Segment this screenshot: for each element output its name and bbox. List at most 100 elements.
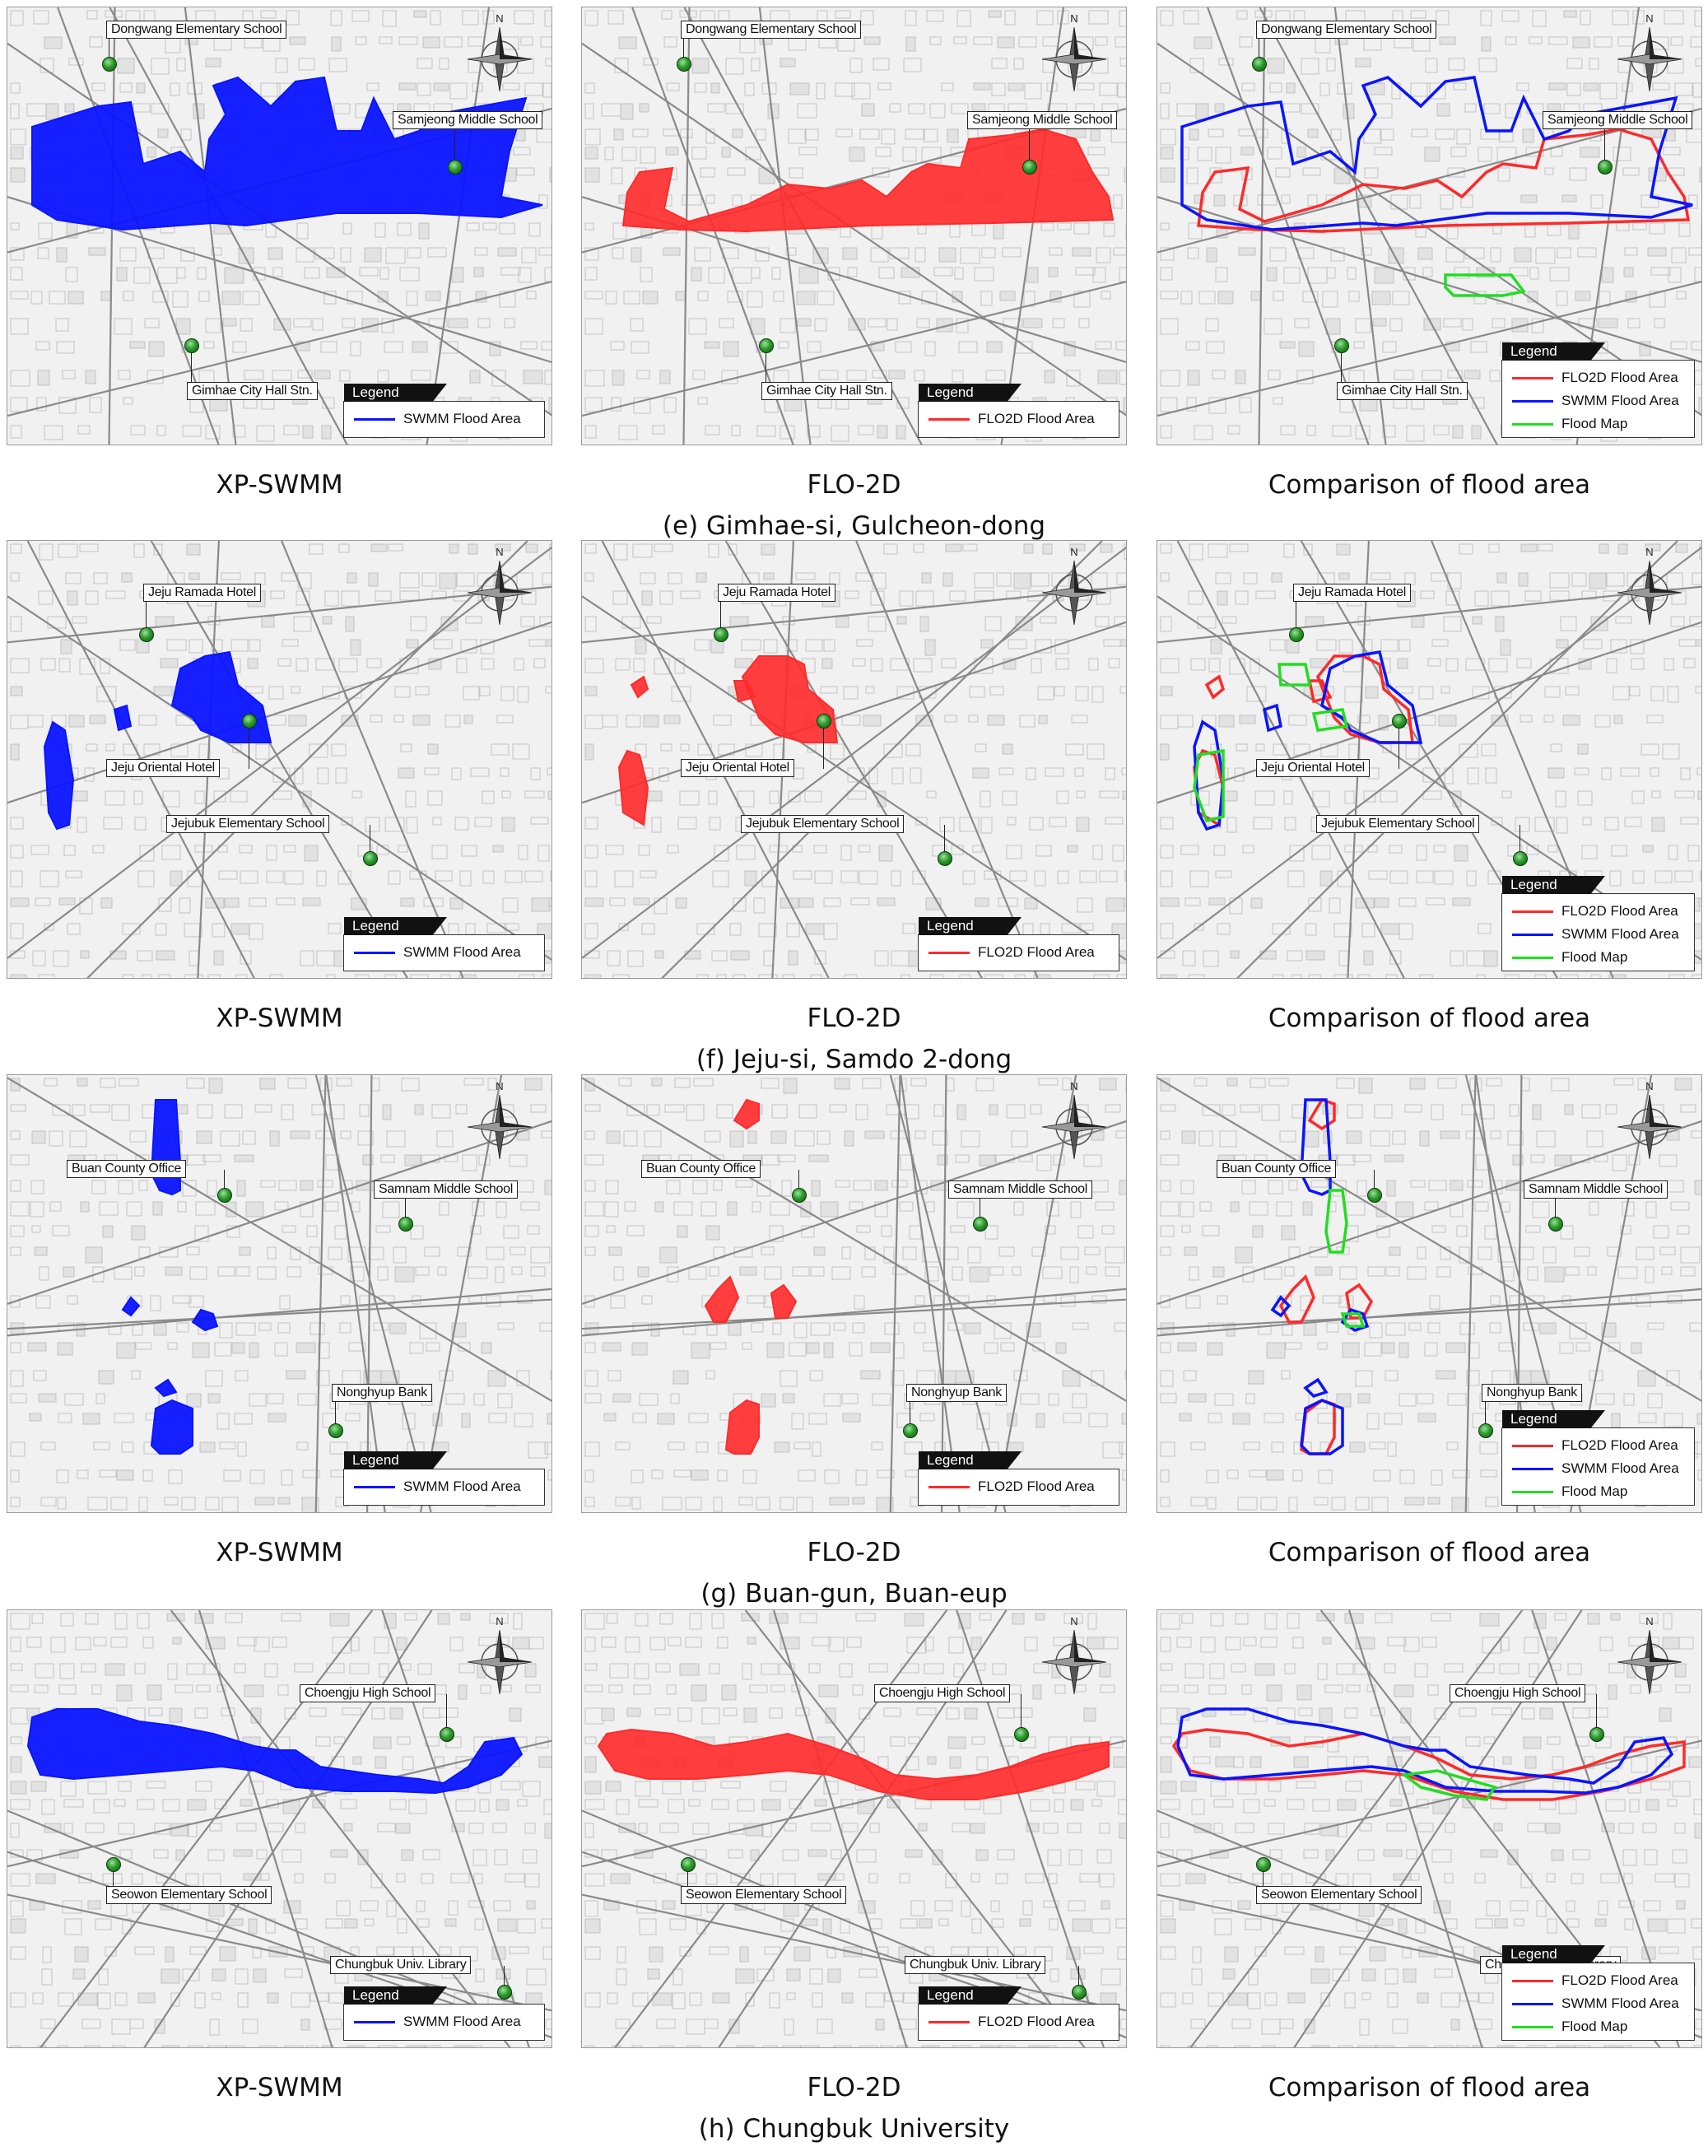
legend-label-flood_map: Flood Map <box>1561 2019 1628 2034</box>
landmark-leader-line <box>1078 1966 1079 1992</box>
landmark-marker-icon <box>1513 851 1528 866</box>
landmark-marker-icon <box>1478 1423 1493 1438</box>
compass-north-label: N <box>496 1080 503 1092</box>
landmark-leader-line <box>454 121 455 167</box>
legend-swatch-swmm <box>1512 933 1553 936</box>
landmark-marker-icon <box>681 1857 696 1872</box>
flo2d-flood-region <box>597 1728 1110 1800</box>
landmark-leader-line <box>823 721 824 769</box>
legend-entry-flo2d: FLO2D Flood Area <box>1512 1435 1678 1456</box>
flood-areas <box>43 650 272 831</box>
map-canvas <box>7 1075 551 1512</box>
flo2d-flood-region <box>733 1098 760 1130</box>
landmark-leader-line <box>944 825 945 859</box>
landmark-marker-icon <box>102 57 117 72</box>
legend-label-flo2d: FLO2D Flood Area <box>1561 370 1678 385</box>
legend-entry-swmm: SWMM Flood Area <box>1512 924 1679 945</box>
swmm-flood-region <box>191 1308 219 1332</box>
legend-header: Legend <box>919 384 1022 402</box>
panel-caption-cmp: Comparison of flood area <box>1268 2073 1591 2102</box>
flo2d-flood-outline <box>1307 1097 1336 1131</box>
landmark-marker-icon <box>440 1727 454 1742</box>
legend-entry-flood_map: Flood Map <box>1512 2016 1627 2037</box>
legend-header: Legend <box>344 384 447 402</box>
map-legend: Legend FLO2D Flood Area <box>918 384 1119 438</box>
swmm-flood-outline <box>1180 76 1693 231</box>
legend-label-flood_map: Flood Map <box>1561 1483 1628 1499</box>
swmm-flood-region <box>26 1708 524 1795</box>
landmark-marker-icon <box>1548 1217 1563 1232</box>
map-legend: Legend FLO2D Flood Area SWMM Flood Area Flo… <box>1501 342 1695 438</box>
legend-swatch-flood_map <box>1512 2025 1553 2028</box>
legend-label-swmm: SWMM Flood Area <box>1561 1995 1679 2011</box>
landmark-marker-icon <box>448 160 463 175</box>
map-panel-flo: N Jeju Ramada Hotel Jeju Oriental Hotel Jej… <box>581 540 1127 979</box>
legend-title: Legend <box>1510 1411 1557 1427</box>
landmark-label: Seowon Elementary School <box>681 1886 847 1904</box>
flood-areas <box>121 1099 219 1455</box>
map-legend: Legend FLO2D Flood Area SWMM Flood Area Flo… <box>1501 1410 1695 1506</box>
landmark-marker-icon <box>1334 338 1349 353</box>
legend-entry-flood_map: Flood Map <box>1512 1481 1627 1502</box>
swmm-flood-region <box>121 1296 141 1317</box>
swmm-flood-region <box>154 1378 178 1398</box>
compass-north-label: N <box>1645 1615 1653 1627</box>
flood-areas <box>704 1098 798 1455</box>
legend-title: Legend <box>927 1452 974 1468</box>
compass-north-label: N <box>1645 1080 1653 1092</box>
landmark-leader-line <box>683 30 684 64</box>
legend-header: Legend <box>1502 1410 1605 1428</box>
landmark-label: Choengju High School <box>300 1684 436 1702</box>
legend-entry-swmm: SWMM Flood Area <box>1512 390 1679 412</box>
map-canvas <box>1157 1610 1701 2047</box>
legend-entry-flo2d: FLO2D Flood Area <box>928 1476 1095 1497</box>
flood-map-outline <box>1311 708 1349 732</box>
legend-swatch-flood_map <box>1512 1490 1553 1493</box>
compass-north-label: N <box>1645 12 1653 25</box>
compass-rose-icon: N <box>1039 12 1110 95</box>
landmark-marker-icon <box>1392 714 1407 729</box>
street-basemap <box>582 1075 1126 1512</box>
swmm-flood-outline <box>1303 1377 1329 1399</box>
legend-swatch-flood_map <box>1512 956 1553 959</box>
legend-entry-flo2d: FLO2D Flood Area <box>928 408 1095 430</box>
landmark-leader-line <box>1263 1865 1264 1896</box>
landmark-label: Jejubuk Elementary School <box>166 815 330 833</box>
flood-areas <box>1180 76 1693 297</box>
landmark-marker-icon <box>106 1857 121 1872</box>
compass-north-label: N <box>1070 1615 1077 1627</box>
map-legend: Legend FLO2D Flood Area <box>918 1986 1119 2041</box>
legend-swatch-swmm <box>1512 1467 1553 1470</box>
map-canvas <box>7 541 551 978</box>
swmm-flood-region <box>43 720 75 831</box>
landmark-marker-icon <box>938 851 952 866</box>
map-panel-xp: N Dongwang Elementary School Samjeong Midd… <box>7 7 552 445</box>
street-basemap <box>1157 1610 1701 2047</box>
landmark-label: Dongwang Elementary School <box>681 21 862 39</box>
landmark-leader-line <box>1029 121 1030 167</box>
landmark-label: Gimhae City Hall Stn. <box>187 382 318 400</box>
legend-swatch-flo2d <box>1512 1444 1553 1447</box>
landmark-marker-icon <box>1256 1857 1271 1872</box>
panel-caption-xp: XP-SWMM <box>216 470 343 500</box>
compass-rose-icon: N <box>1039 1080 1110 1162</box>
landmark-leader-line <box>146 594 147 635</box>
map-canvas <box>582 1075 1126 1512</box>
landmark-label: Choengju High School <box>874 1684 1011 1702</box>
legend-swatch-swmm <box>354 1485 395 1488</box>
landmark-marker-icon <box>1589 1727 1604 1742</box>
legend-label-flo2d: FLO2D Flood Area <box>978 411 1095 426</box>
legend-header: Legend <box>919 917 1022 935</box>
landmark-label: Buan County Office <box>641 1160 761 1178</box>
landmark-label: Jeju Oriental Hotel <box>681 759 794 777</box>
flood-map-outline <box>1400 1769 1497 1801</box>
panel-caption-cmp: Comparison of flood area <box>1268 1538 1591 1567</box>
legend-label-flood_map: Flood Map <box>1561 416 1628 431</box>
compass-rose-icon: N <box>1614 1615 1685 1697</box>
flood-map-outline <box>1278 663 1312 687</box>
legend-label-flo2d: FLO2D Flood Area <box>1561 1972 1678 1988</box>
legend-title: Legend <box>1510 1946 1557 1962</box>
compass-north-label: N <box>496 12 503 25</box>
legend-label-swmm: SWMM Flood Area <box>1561 1460 1679 1476</box>
landmark-marker-icon <box>792 1188 807 1203</box>
